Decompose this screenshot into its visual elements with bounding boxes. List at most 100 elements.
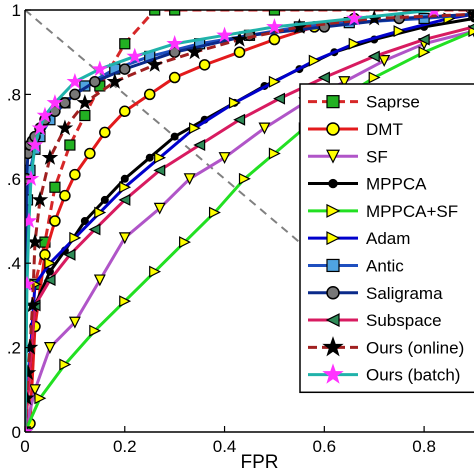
point-8-11 — [367, 50, 380, 63]
point-9-9 — [76, 94, 94, 110]
point-10-12 — [216, 26, 233, 43]
legend-label-0: Saprse — [366, 93, 420, 112]
legend-label-2: SF — [366, 147, 388, 166]
point-9-10 — [106, 73, 124, 89]
point-5-4 — [94, 206, 107, 219]
point-1-12 — [233, 46, 246, 58]
point-9-2 — [25, 364, 37, 380]
legend-swatch-marker-7 — [326, 286, 340, 300]
legend-swatch-marker-3 — [328, 178, 338, 189]
point-9-16 — [465, 10, 474, 22]
point-0-4 — [64, 139, 76, 151]
series-line-10 — [25, 10, 435, 432]
series-2 — [25, 25, 474, 432]
y-tick-label-5: 1 — [12, 1, 21, 20]
point-1-5 — [69, 168, 81, 181]
point-3-2 — [45, 267, 54, 276]
legend-swatch-marker-10 — [322, 363, 344, 384]
point-2-1 — [29, 384, 41, 397]
y-tick-label-0: 0 — [12, 423, 21, 442]
point-3-8 — [170, 132, 179, 141]
point-4-12 — [368, 71, 381, 84]
legend-swatch-marker-5 — [326, 231, 341, 246]
point-1-13 — [268, 33, 281, 46]
point-10-10 — [126, 47, 144, 64]
point-7-12 — [119, 63, 131, 75]
point-5-9 — [268, 75, 281, 88]
x-tick-label-1: 0.2 — [113, 437, 137, 456]
point-0-7 — [119, 38, 131, 50]
point-9-7 — [41, 148, 59, 165]
legend-item-9: Ours (online) — [308, 336, 464, 357]
point-2-2 — [43, 342, 56, 354]
point-2-8 — [218, 152, 231, 165]
legend-label-1: DMT — [366, 120, 403, 139]
x-axis-label: FPR — [241, 452, 279, 473]
point-4-3 — [89, 324, 102, 337]
legend-swatch-marker-1 — [326, 122, 340, 136]
point-1-9 — [143, 88, 156, 101]
legend-label-4: MPPCA+SF — [366, 202, 458, 221]
x-tick-label-2: 0.4 — [213, 437, 237, 456]
point-3-5 — [100, 195, 109, 204]
legend-item-6: Antic — [308, 256, 404, 275]
plot-area — [25, 10, 474, 432]
point-5-12 — [393, 25, 406, 38]
y-tick-label-4: .8 — [7, 85, 21, 104]
point-0-3 — [49, 181, 61, 193]
point-4-8 — [238, 172, 251, 185]
legend-item-8: Subspace — [308, 311, 442, 330]
point-10-2 — [25, 212, 38, 229]
point-2-9 — [258, 122, 271, 135]
point-1-10 — [168, 71, 181, 84]
point-10-7 — [46, 94, 64, 110]
point-4-2 — [59, 358, 72, 371]
point-9-11 — [146, 56, 163, 72]
point-9-8 — [56, 119, 74, 136]
x-tick-label-4: 0.8 — [412, 437, 436, 456]
point-1-11 — [198, 59, 211, 71]
point-4-4 — [119, 295, 132, 308]
legend-label-8: Subspace — [366, 311, 442, 330]
point-9-6 — [31, 191, 49, 207]
point-5-6 — [154, 151, 167, 164]
point-10-9 — [91, 60, 109, 77]
point-8-5 — [118, 193, 131, 206]
point-4-9 — [268, 147, 281, 160]
point-0-10 — [268, 10, 281, 16]
y-tick-label-1: .2 — [7, 339, 21, 358]
point-8-6 — [153, 164, 166, 177]
legend-swatch-marker-6 — [326, 258, 340, 273]
point-9-13 — [231, 30, 248, 47]
legend-item-0: Saprse — [308, 93, 420, 112]
point-1-4 — [59, 189, 71, 202]
legend-label-6: Antic — [366, 256, 404, 275]
legend-label-10: Ours (batch) — [366, 366, 460, 385]
legend-label-9: Ours (online) — [366, 338, 464, 357]
point-4-7 — [208, 206, 221, 219]
series-line-1 — [28, 16, 355, 424]
point-9-12 — [186, 43, 203, 60]
point-1-6 — [84, 147, 96, 160]
point-3-6 — [120, 174, 129, 183]
legend-label-3: MPPCA — [366, 175, 427, 194]
point-8-9 — [273, 92, 286, 105]
point-8-3 — [63, 248, 76, 261]
y-tick-label-3: .6 — [7, 170, 21, 189]
point-5-2 — [44, 257, 57, 270]
legend-swatch-marker-9 — [322, 336, 344, 357]
point-10-6 — [36, 106, 54, 123]
point-2-7 — [183, 173, 196, 186]
x-tick-label-0: 0 — [20, 437, 29, 456]
point-5-8 — [228, 96, 241, 109]
point-10-1 — [25, 275, 36, 292]
legend: Saprse DMT SF MPPCA MPPCA+SF Adam Antic Saligra… — [299, 83, 474, 394]
legend-swatch-marker-2 — [326, 149, 340, 164]
legend-item-7: Saligrama — [308, 284, 443, 303]
point-0-8 — [149, 10, 161, 16]
legend-swatch-marker-8 — [325, 313, 340, 328]
point-7-11 — [89, 75, 101, 88]
legend-swatch-marker-0 — [326, 95, 340, 109]
point-1-8 — [119, 105, 131, 118]
legend-item-10: Ours (batch) — [308, 363, 460, 385]
